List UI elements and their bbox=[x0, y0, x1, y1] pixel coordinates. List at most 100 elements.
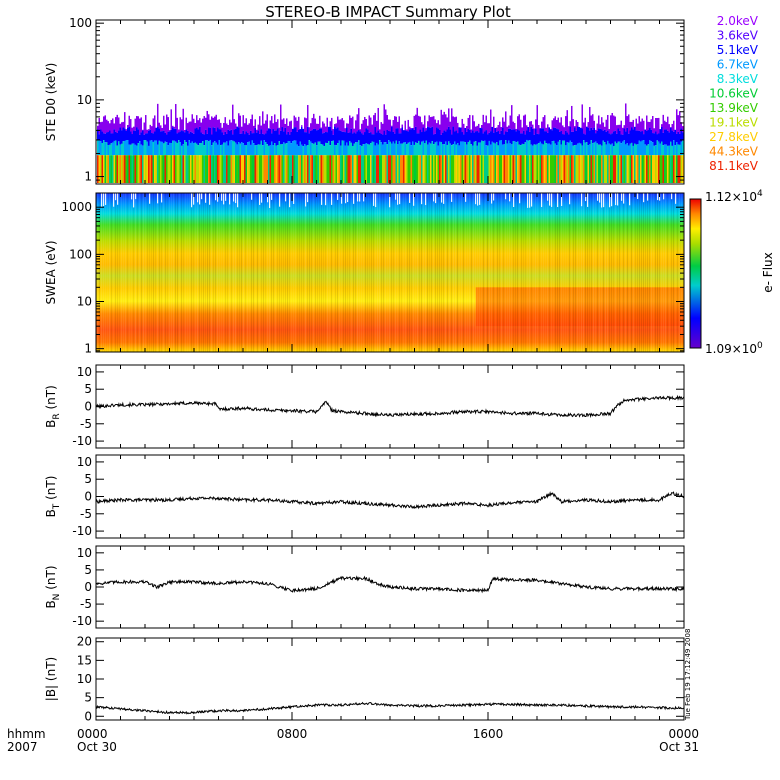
ste-bar bbox=[620, 120, 622, 135]
y-tick-label: -5 bbox=[80, 507, 92, 521]
ste-bar bbox=[278, 155, 280, 183]
ste-bar bbox=[572, 145, 574, 156]
ste-bar bbox=[229, 155, 231, 183]
ste-bar bbox=[638, 155, 640, 183]
ste-bar bbox=[448, 155, 450, 183]
swea-top-gap bbox=[541, 193, 543, 208]
ste-bar bbox=[124, 112, 126, 129]
ste-bar bbox=[653, 128, 655, 134]
ste-bar bbox=[539, 128, 541, 142]
ste-bar bbox=[440, 141, 442, 156]
ste-bar bbox=[253, 125, 255, 134]
ste-bar bbox=[466, 126, 468, 132]
swea-striation bbox=[481, 193, 482, 352]
ste-bar bbox=[157, 155, 159, 183]
ste-bar bbox=[356, 114, 358, 132]
ste-bar bbox=[370, 155, 372, 183]
ste-bar bbox=[248, 155, 250, 183]
ste-bar bbox=[559, 122, 561, 132]
ste-bar bbox=[206, 133, 208, 141]
ste-bar bbox=[280, 144, 282, 156]
swea-striation bbox=[629, 193, 630, 352]
y-tick-label: 20 bbox=[77, 635, 92, 649]
swea-striation bbox=[623, 193, 624, 352]
ste-bar bbox=[161, 141, 163, 156]
ste-bar bbox=[568, 134, 570, 143]
ste-bar bbox=[589, 130, 591, 145]
ste-bar bbox=[422, 155, 424, 183]
swea-striation bbox=[285, 193, 286, 352]
ste-bar bbox=[608, 143, 610, 156]
swea-striation bbox=[529, 193, 530, 352]
ste-bar bbox=[395, 140, 397, 156]
ste-bar bbox=[673, 155, 675, 183]
ste-bar bbox=[182, 108, 184, 132]
ste-bar bbox=[155, 155, 157, 183]
ste-bar bbox=[272, 123, 274, 130]
swea-striation bbox=[427, 193, 428, 352]
ste-bar bbox=[193, 133, 195, 144]
swea-striation bbox=[385, 193, 386, 352]
swea-striation bbox=[235, 193, 236, 352]
time-date-label: Oct 31 bbox=[659, 740, 699, 754]
ste-bar bbox=[653, 133, 655, 146]
ste-bar bbox=[412, 141, 414, 156]
ste-bar bbox=[302, 128, 304, 147]
ste-bar bbox=[605, 155, 607, 183]
ste-bar bbox=[182, 144, 184, 156]
ste-bar bbox=[494, 155, 496, 183]
ste-bar bbox=[284, 143, 286, 156]
ste-bar bbox=[101, 142, 103, 156]
ste-bar bbox=[578, 126, 580, 143]
ste-bar bbox=[638, 140, 640, 156]
ste-bar bbox=[143, 122, 145, 135]
ste-bar bbox=[214, 155, 216, 183]
ste-bar bbox=[667, 155, 669, 183]
ste-bar bbox=[142, 145, 144, 156]
ste-bar bbox=[524, 114, 526, 135]
ste-bar bbox=[536, 143, 538, 156]
swea-striation bbox=[605, 193, 606, 352]
swea-top-gap bbox=[465, 193, 467, 202]
ste-bar bbox=[328, 126, 330, 141]
ste-bar bbox=[557, 129, 559, 142]
ste-bar bbox=[647, 155, 649, 183]
swea-striation bbox=[137, 193, 138, 352]
ste-bar bbox=[638, 130, 640, 141]
ste-bar bbox=[251, 114, 253, 134]
ste-bar bbox=[113, 129, 115, 141]
ste-bar bbox=[265, 142, 267, 156]
ste-bar bbox=[355, 133, 357, 143]
y-tick-label: -5 bbox=[80, 417, 92, 431]
swea-top-gap bbox=[209, 193, 211, 205]
swea-striation bbox=[391, 193, 392, 352]
ste-bar bbox=[218, 139, 220, 156]
swea-striation bbox=[317, 193, 318, 352]
swea-top-gap bbox=[479, 193, 481, 205]
ste-bar bbox=[184, 132, 186, 141]
ste-bar bbox=[215, 131, 217, 143]
ste-bar bbox=[434, 119, 436, 134]
ste-bar bbox=[112, 133, 114, 143]
ste-bar bbox=[589, 107, 591, 131]
ste-bar bbox=[271, 116, 273, 134]
swea-striation bbox=[187, 193, 188, 352]
ste-bar bbox=[233, 155, 235, 183]
ste-bar bbox=[671, 130, 673, 146]
y-tick-label: 0 bbox=[84, 580, 92, 594]
swea-striation bbox=[189, 193, 190, 352]
ste-bar bbox=[395, 128, 397, 141]
colorbar-min-label: 1.09×100 bbox=[705, 341, 763, 356]
ste-bar bbox=[619, 124, 621, 131]
ste-bar bbox=[325, 132, 327, 143]
swea-striation bbox=[425, 193, 426, 352]
swea-striation bbox=[297, 193, 298, 352]
ste-bar bbox=[130, 119, 132, 132]
ste-bar bbox=[296, 155, 298, 183]
ste-bar bbox=[104, 142, 106, 156]
ste-bar bbox=[425, 140, 427, 156]
ste-bar bbox=[467, 141, 469, 156]
ste-bar bbox=[245, 118, 247, 132]
swea-striation bbox=[569, 193, 570, 352]
ste-bar bbox=[409, 129, 411, 142]
